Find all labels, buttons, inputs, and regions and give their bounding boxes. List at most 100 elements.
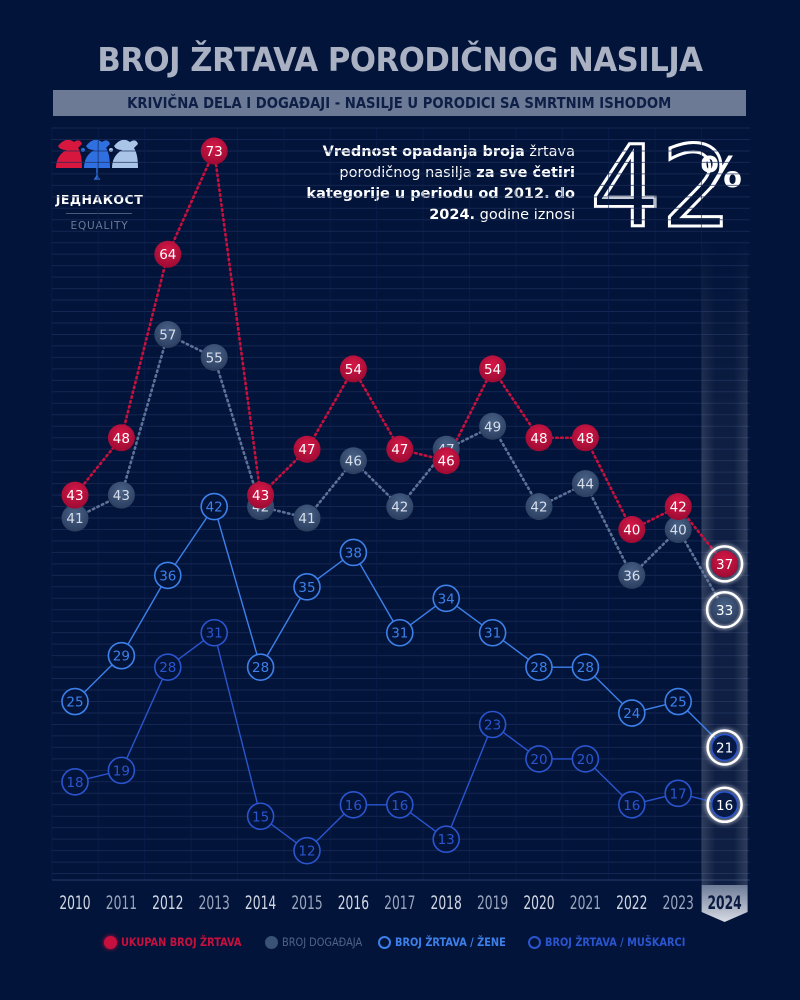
- data-label: 40: [670, 523, 687, 539]
- data-point-women: 28: [246, 653, 275, 681]
- stat-line1-bold: Vrednost opadanja broja: [322, 144, 525, 160]
- data-point-total: 48: [525, 424, 553, 452]
- data-point-men: 16: [339, 790, 368, 819]
- marker: [293, 573, 321, 601]
- data-label: 57: [159, 328, 176, 344]
- marker: [664, 493, 692, 521]
- marker: [525, 493, 553, 521]
- marker: [617, 699, 646, 727]
- legend-item-women[interactable]: BROJ ŽRTAVA / ŽENE: [378, 935, 511, 949]
- legend-label-events: BROJ DOGAĐAJA: [281, 935, 363, 949]
- data-point-men: 12: [293, 836, 321, 865]
- marker: [339, 790, 368, 819]
- chart-subtitle-text: KRIVIČNA DELA I DOGAĐAJI - NASILJE U POR…: [127, 94, 672, 112]
- x-tick-label: 2020: [523, 892, 554, 914]
- x-tick-label: 2016: [338, 892, 369, 914]
- legend-item-men[interactable]: BROJ ŽRTAVA / MUŠKARCI: [527, 935, 696, 949]
- legend-item-events[interactable]: BROJ DOGAĐAJA: [264, 935, 363, 949]
- marker: [339, 447, 367, 475]
- data-label: 20: [530, 752, 547, 768]
- chart-title: BROJ ŽRTAVA PORODIČNOG NASILJA: [97, 40, 703, 79]
- data-label: 29: [113, 649, 130, 665]
- marker: [154, 240, 182, 268]
- data-point-women: 25: [664, 687, 693, 716]
- data-point-men: 16: [706, 786, 743, 824]
- data-label: 44: [577, 477, 594, 493]
- marker: [154, 321, 182, 349]
- grid: [51, 127, 750, 881]
- data-point-events: 44: [571, 470, 599, 498]
- data-label: 24: [623, 706, 640, 722]
- marker: [571, 653, 600, 681]
- data-label: 36: [623, 568, 640, 584]
- data-label: 19: [113, 763, 130, 779]
- data-label: 36: [159, 568, 176, 584]
- x-tick-label: 2017: [384, 892, 415, 914]
- data-point-women: 34: [432, 584, 461, 613]
- data-point-total: 46: [432, 447, 460, 475]
- marker: [293, 504, 321, 532]
- highlight-year-tag: [701, 885, 748, 922]
- data-point-total: 47: [293, 435, 321, 463]
- stat-line4-bold: 2024.: [429, 207, 476, 223]
- data-point-events: 42: [386, 493, 414, 521]
- data-point-total: 37: [705, 545, 744, 583]
- data-label: 31: [206, 626, 223, 642]
- logo-tagline: EQUALITY: [70, 220, 129, 232]
- marker: [478, 618, 507, 647]
- logo-name: JЕДНАКОСТ: [55, 192, 144, 207]
- logo-women-icon: [56, 139, 138, 180]
- marker: [432, 825, 461, 854]
- data-label: 54: [345, 362, 362, 378]
- legend: UKUPAN BROJ ŽRTAVA BROJ DOGAĐAJA BROJ ŽR…: [0, 932, 800, 952]
- legend-marker-total: [104, 935, 118, 949]
- data-point-men: 13: [432, 825, 461, 854]
- x-tick-label: 2019: [477, 892, 508, 914]
- data-point-men: 31: [200, 618, 228, 647]
- marker: [200, 618, 228, 647]
- data-point-men: 17: [664, 779, 693, 808]
- x-tick-label: 2018: [431, 892, 462, 914]
- marker: [246, 802, 275, 831]
- data-label: 28: [159, 660, 176, 676]
- data-label: 43: [113, 488, 130, 504]
- data-point-total: 47: [386, 435, 414, 463]
- legend-item-total[interactable]: UKUPAN BROJ ŽRTAVA: [104, 935, 249, 949]
- data-label: 13: [438, 832, 455, 848]
- data-point-women: 31: [478, 618, 507, 647]
- data-point-women: 36: [154, 561, 182, 590]
- data-label: 55: [206, 350, 223, 366]
- data-point-events: 36: [618, 561, 646, 589]
- stat-line2-light: porodičnog nasilja: [339, 165, 477, 181]
- data-label: 25: [670, 695, 687, 711]
- data-point-men: 15: [246, 802, 275, 831]
- data-point-women: 21: [706, 729, 743, 766]
- data-point-total: 73: [200, 137, 228, 165]
- marker: [154, 653, 182, 681]
- data-label: 20: [577, 752, 594, 768]
- data-point-men: 16: [385, 790, 414, 819]
- marker: [386, 493, 414, 521]
- marker: [711, 550, 739, 578]
- data-point-men: 20: [571, 745, 600, 773]
- highlight-ring: [706, 786, 743, 824]
- data-label: 12: [298, 844, 315, 860]
- data-label: 42: [670, 500, 687, 516]
- data-point-events: 49: [479, 412, 507, 440]
- series-line-events: [73, 333, 726, 612]
- data-point-total: 64: [154, 240, 182, 268]
- stat-line4-light: godine iznosi: [475, 207, 575, 223]
- data-point-events: 42: [525, 493, 553, 521]
- stat-line3-bold: kategorije u periodu od 2012. do: [306, 186, 575, 202]
- marker: [200, 492, 228, 521]
- data-point-events: 43: [107, 481, 135, 509]
- marker: [61, 687, 89, 716]
- data-label: 41: [66, 511, 83, 527]
- marker: [710, 733, 739, 762]
- data-label: 64: [159, 247, 176, 263]
- data-label: 38: [345, 545, 362, 561]
- data-label: 33: [716, 603, 733, 619]
- data-label: 16: [391, 798, 408, 814]
- data-label: 43: [252, 488, 269, 504]
